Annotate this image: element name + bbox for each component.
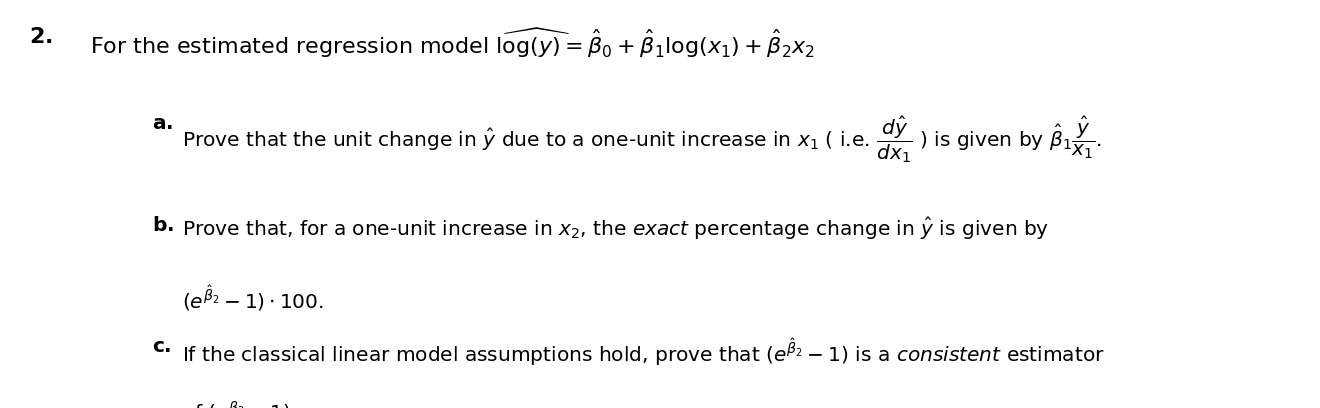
Text: Prove that, for a one-unit increase in $x_2$, the $\mathit{exact}$ percentage ch: Prove that, for a one-unit increase in $…	[182, 216, 1049, 242]
Text: $(e^{\hat{\beta}_2} - 1) \cdot 100$.: $(e^{\hat{\beta}_2} - 1) \cdot 100$.	[182, 284, 323, 313]
Text: For the estimated regression model $\widehat{\log(y)} = \hat{\beta}_0 + \hat{\be: For the estimated regression model $\wid…	[90, 27, 814, 60]
Text: $\mathbf{b.}$: $\mathbf{b.}$	[152, 216, 174, 235]
Text: Prove that the unit change in $\hat{y}$ due to a one-unit increase in $x_1$ ( i.: Prove that the unit change in $\hat{y}$ …	[182, 114, 1102, 165]
Text: $\mathbf{a.}$: $\mathbf{a.}$	[152, 114, 173, 133]
Text: If the classical linear model assumptions hold, prove that $(e^{\hat{\beta}_2} -: If the classical linear model assumption…	[182, 337, 1105, 368]
Text: of $(e^{\beta_2} - 1)$.: of $(e^{\beta_2} - 1)$.	[182, 400, 297, 408]
Text: $\mathbf{2.}$: $\mathbf{2.}$	[29, 27, 53, 47]
Text: $\mathbf{c.}$: $\mathbf{c.}$	[152, 337, 172, 356]
